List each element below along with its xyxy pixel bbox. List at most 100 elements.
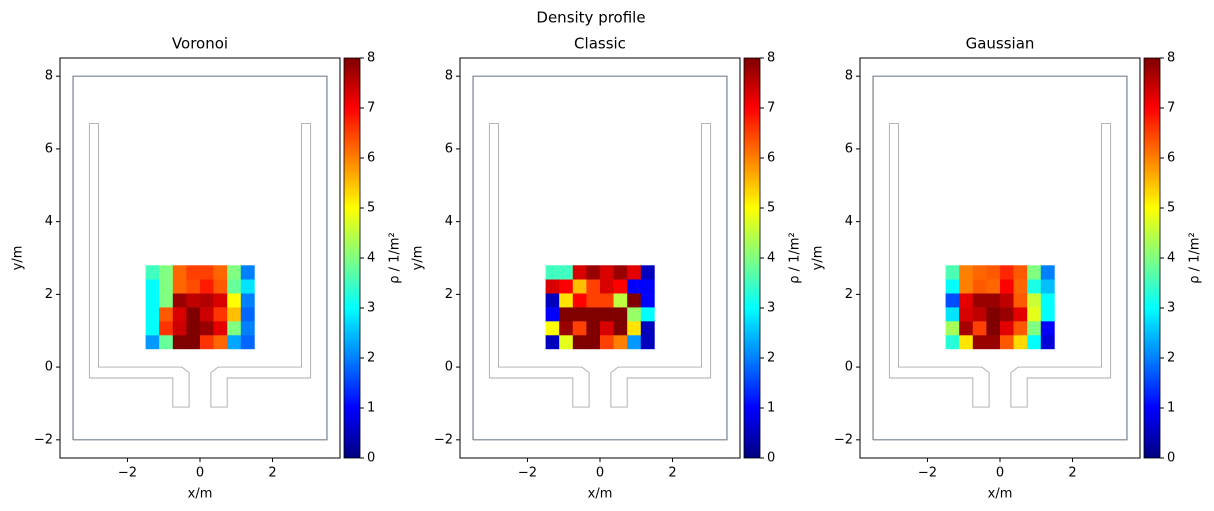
heatmap-cell — [572, 307, 587, 322]
heatmap-cell — [1000, 307, 1014, 322]
heatmap-cell — [227, 307, 242, 322]
colorbar-tick-label: 0 — [1167, 451, 1175, 466]
heatmap-cell — [600, 279, 614, 294]
heatmap-cell — [145, 307, 160, 322]
heatmap-cell — [986, 307, 1001, 322]
heatmap-cell — [559, 321, 574, 336]
heatmap-cell — [1040, 307, 1055, 322]
x-tick-label: −2 — [118, 466, 137, 481]
heatmap-cell — [172, 307, 187, 322]
heatmap-cell — [145, 293, 160, 308]
y-tick-label: 6 — [445, 141, 453, 156]
geometry-line — [472, 75, 728, 441]
heatmap-cell — [159, 307, 174, 322]
axes-title: Voronoi — [172, 35, 228, 53]
axes-frame — [859, 57, 1141, 459]
heatmap-cell — [1027, 334, 1042, 350]
geometry-line — [610, 123, 712, 408]
heatmap-cell — [1027, 307, 1042, 322]
heatmap-cell — [959, 321, 974, 336]
heatmap-cell — [186, 334, 201, 350]
y-axis-label: y/m — [11, 246, 26, 271]
heatmap-cell — [972, 334, 987, 350]
heatmap-cell — [986, 321, 1001, 336]
y-tick-label: −2 — [834, 432, 853, 447]
x-axis-label: x/m — [588, 487, 613, 502]
heatmap-cell — [200, 334, 214, 350]
heatmap-cell — [240, 307, 255, 322]
geometry-line — [1010, 123, 1112, 408]
geometry-line — [488, 123, 590, 408]
heatmap-cell — [172, 265, 187, 280]
heatmap-cell — [986, 265, 1001, 280]
colorbar-tick-label: 5 — [367, 201, 375, 216]
heatmap-cell — [613, 307, 628, 322]
heatmap-cell — [227, 321, 242, 336]
y-tick-label: 4 — [845, 214, 853, 229]
heatmap-cell — [240, 334, 255, 350]
heatmap-cell — [213, 321, 228, 336]
heatmap-cell — [986, 279, 1001, 294]
heatmap-cell — [627, 265, 642, 280]
colorbar — [343, 57, 361, 459]
heatmap-cell — [1040, 293, 1055, 308]
heatmap-cell — [1000, 293, 1014, 308]
y-tick-label: 2 — [45, 287, 53, 302]
heatmap-cell — [613, 334, 628, 350]
heatmap-cell — [559, 334, 574, 350]
heatmap-cell — [986, 293, 1001, 308]
colorbar-tick-label: 7 — [1167, 101, 1175, 116]
heatmap-cell — [959, 307, 974, 322]
heatmap-cell — [1013, 293, 1028, 308]
heatmap-cell — [227, 279, 242, 294]
y-tick-label: 6 — [45, 141, 53, 156]
heatmap-cell — [559, 307, 574, 322]
x-axis-label: x/m — [988, 487, 1013, 502]
heatmap-cell — [200, 321, 214, 336]
heatmap-cell — [1027, 279, 1042, 294]
heatmap-cell — [640, 334, 655, 350]
x-tick-label: 2 — [1068, 466, 1076, 481]
heatmap-cell — [640, 279, 655, 294]
heatmap-cell — [627, 321, 642, 336]
heatmap-cell — [1013, 279, 1028, 294]
colorbar-tick-label: 3 — [767, 301, 775, 316]
heatmap-cell — [545, 293, 560, 308]
y-tick-label: 8 — [845, 69, 853, 84]
y-tick-label: 2 — [845, 287, 853, 302]
heatmap-cell — [172, 334, 187, 350]
colorbar-label: ρ / 1/m² — [1188, 232, 1203, 283]
colorbar-tick-label: 6 — [367, 151, 375, 166]
heatmap-cell — [213, 334, 228, 350]
heatmap-cell — [159, 265, 174, 280]
heatmap-cell — [200, 265, 214, 280]
geometry-line — [872, 75, 1128, 441]
heatmap-cell — [227, 293, 242, 308]
colorbar-tick-label: 1 — [1167, 401, 1175, 416]
geometry-line — [88, 123, 190, 408]
heatmap-cell — [572, 321, 587, 336]
colorbar-tick-label: 4 — [767, 251, 775, 266]
geometry-line — [72, 75, 328, 441]
heatmap-cell — [186, 265, 201, 280]
colorbar-tick-label: 4 — [367, 251, 375, 266]
geometry-line — [210, 123, 312, 408]
heatmap-cell — [240, 279, 255, 294]
heatmap-cell — [213, 307, 228, 322]
heatmap-cell — [972, 293, 987, 308]
heatmap-cell — [613, 265, 628, 280]
x-tick-label: 0 — [996, 466, 1004, 481]
heatmap-cell — [159, 279, 174, 294]
heatmap-cell — [959, 293, 974, 308]
x-tick-label: 2 — [668, 466, 676, 481]
heatmap-cell — [1040, 265, 1055, 280]
y-tick-label: −2 — [34, 432, 53, 447]
heatmap-cell — [213, 265, 228, 280]
heatmap-cell — [640, 293, 655, 308]
heatmap-cell — [959, 279, 974, 294]
heatmap-cell — [972, 321, 987, 336]
colorbar-tick-label: 3 — [1167, 301, 1175, 316]
heatmap-cell — [1000, 334, 1014, 350]
axes-frame — [459, 57, 741, 459]
heatmap-cell — [1027, 321, 1042, 336]
